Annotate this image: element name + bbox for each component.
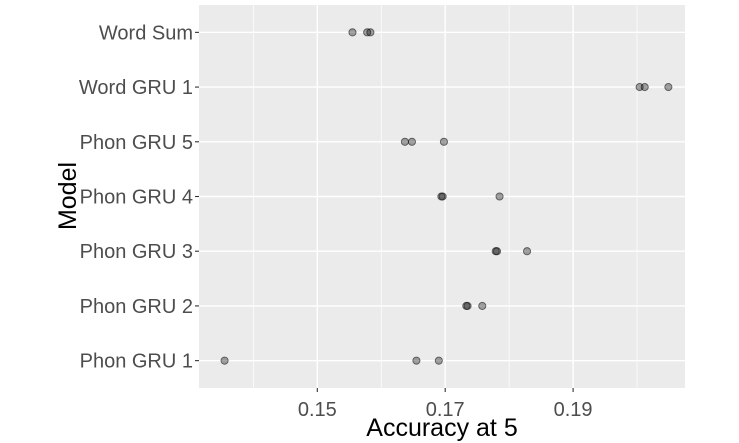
data-point-2-2 [439, 137, 448, 146]
data-point-4-1 [492, 247, 502, 256]
data-point-1-1 [640, 83, 649, 92]
data-point-6-0 [220, 356, 229, 365]
y-tick-label-6: Phon GRU 1 [80, 351, 193, 373]
data-points [220, 28, 673, 365]
y-tick-label-1: Word GRU 1 [79, 77, 193, 99]
x-tick-label-0: 0.15 [298, 399, 337, 421]
x-axis-title: Accuracy at 5 [366, 414, 517, 442]
data-point-1-2 [664, 83, 673, 92]
y-tick-label-2: Phon GRU 5 [80, 132, 193, 154]
y-tick-label-4: Phon GRU 3 [80, 241, 193, 263]
y-tick-label-3: Phon GRU 4 [80, 187, 193, 209]
data-point-2-1 [407, 137, 416, 146]
data-point-0-0 [348, 28, 357, 37]
y-tick-label-5: Phon GRU 2 [80, 296, 193, 318]
x-axis-ticks: 0.15 0.17 0.19 [298, 388, 593, 421]
data-point-6-2 [434, 356, 443, 365]
y-axis-ticks: Word Sum Word GRU 1 Phon GRU 5 Phon GRU 4 Ph… [79, 22, 199, 373]
y-tick-label-0: Word Sum [99, 22, 193, 44]
data-point-5-1 [463, 301, 472, 310]
x-tick-label-2: 0.19 [554, 399, 593, 421]
x-tick-label-1: 0.17 [426, 399, 465, 421]
data-point-4-2 [523, 247, 532, 256]
data-point-6-1 [412, 356, 421, 365]
data-point-3-2 [495, 192, 504, 201]
data-point-5-2 [478, 301, 487, 310]
data-point-2-0 [400, 137, 409, 146]
y-axis-title: Model [54, 162, 82, 230]
data-point-3-1 [438, 192, 447, 201]
data-point-0-2 [366, 28, 375, 37]
